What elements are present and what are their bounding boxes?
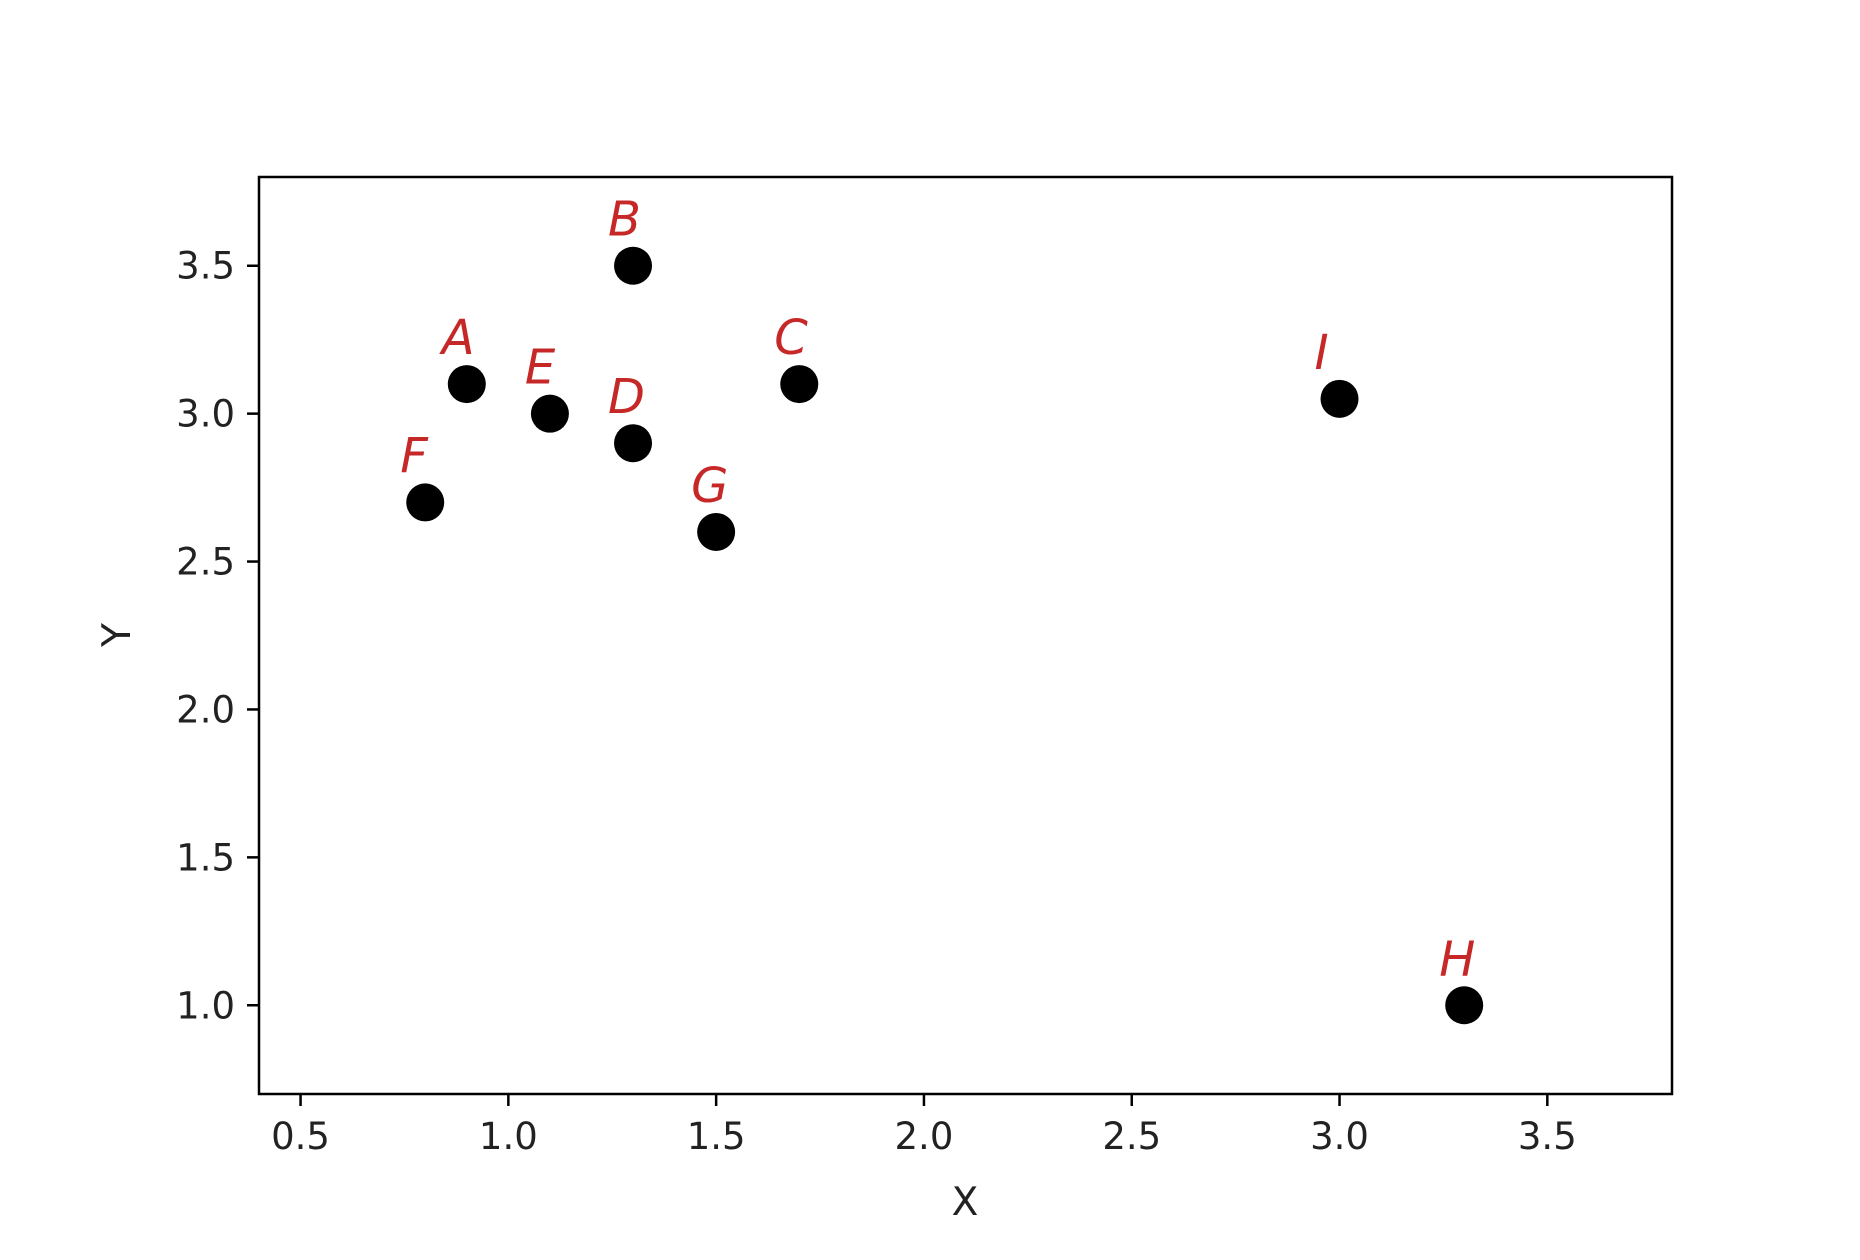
y-tick-label: 3.5 (176, 245, 235, 288)
data-point-g (697, 512, 736, 551)
x-tick-label: 2.0 (895, 1115, 954, 1158)
data-point-h (1445, 986, 1484, 1025)
x-tick-label: 0.5 (271, 1115, 330, 1158)
data-point-e (530, 394, 569, 433)
data-point-d (614, 424, 653, 463)
data-point-a (447, 365, 486, 404)
point-label-g: G (691, 458, 728, 514)
x-tick-label: 1.5 (687, 1115, 746, 1158)
y-axis-label: Y (95, 623, 140, 648)
data-point-i (1320, 379, 1359, 418)
x-tick-label: 1.0 (479, 1115, 538, 1158)
points-layer (406, 246, 1484, 1025)
point-label-h: H (1439, 931, 1475, 987)
point-label-i: I (1315, 325, 1329, 381)
data-point-b (614, 246, 653, 285)
point-label-f: F (400, 428, 429, 484)
point-label-b: B (608, 192, 641, 248)
point-label-e: E (525, 340, 556, 396)
ticks-layer: 0.5 1.0 1.5 2.0 2.5 3.0 3.5 1.0 1.5 2.0 2.5 3.0 3.5 (176, 245, 1577, 1158)
y-tick-label: 2.5 (176, 541, 235, 584)
y-tick-label: 2.0 (176, 688, 235, 731)
point-label-a: A (439, 310, 475, 366)
point-label-d: D (608, 369, 645, 425)
point-label-c: C (774, 310, 808, 366)
y-tick-label: 1.0 (176, 984, 235, 1027)
x-tick-label: 3.0 (1310, 1115, 1369, 1158)
y-tick-label: 3.0 (176, 393, 235, 436)
y-tick-label: 1.5 (176, 836, 235, 879)
x-axis-label: X (952, 1180, 979, 1225)
data-point-c (780, 365, 819, 404)
x-tick-label: 3.5 (1518, 1115, 1577, 1158)
data-point-f (406, 483, 445, 522)
point-labels-layer: A B C DE F G H I (400, 192, 1475, 988)
x-tick-label: 2.5 (1102, 1115, 1161, 1158)
plot-background (259, 177, 1672, 1094)
plot-frame (257, 175, 1674, 1096)
